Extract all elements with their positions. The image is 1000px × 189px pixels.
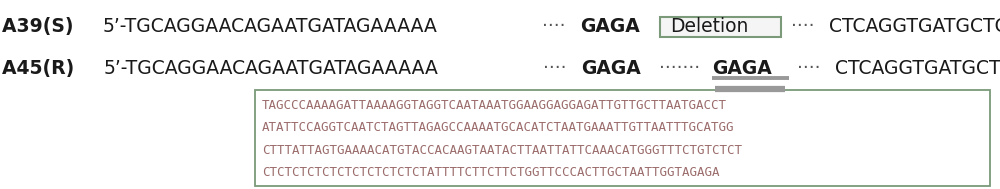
Bar xyxy=(255,90,990,186)
Text: GAGA: GAGA xyxy=(712,60,771,78)
Text: A45(R): A45(R) xyxy=(2,60,81,78)
Text: ····: ···· xyxy=(542,18,566,36)
Text: Deletion: Deletion xyxy=(670,18,748,36)
Text: A39(S): A39(S) xyxy=(2,18,80,36)
Text: GAGA: GAGA xyxy=(582,60,641,78)
Text: GAGA: GAGA xyxy=(581,18,640,36)
Text: ·······: ······· xyxy=(659,60,700,78)
Bar xyxy=(660,17,781,37)
Text: TAGCCCAAAAGATTAAAAGGTAGGTCAATAAATGGAAGGAGGAGATTGTTGCTTAATGACCT: TAGCCCAAAAGATTAAAAGGTAGGTCAATAAATGGAAGGA… xyxy=(262,99,727,112)
Text: CTCTCTCTCTCTCTCTCTCTCTATTTTCTTCTTCTGGTTCCCACTTGCTAATTGGTAGAGA: CTCTCTCTCTCTCTCTCTCTCTATTTTCTTCTTCTGGTTC… xyxy=(262,166,720,179)
Text: 5’-TGCAGGAACAGAATGATAGAAAAA: 5’-TGCAGGAACAGAATGATAGAAAAA xyxy=(104,60,438,78)
Text: CTTTATTAGTGAAAACATGTACCACAAGTAATACTTAATTATTCAAACATGGGTTTCTGTCTCT: CTTTATTAGTGAAAACATGTACCACAAGTAATACTTAATT… xyxy=(262,144,742,157)
Text: ATATTCCAGGTCAATCTAGTTAGAGCCAAAATGCACATCTAATGAAATTGTTAATTTGCATGG: ATATTCCAGGTCAATCTAGTTAGAGCCAAAATGCACATCT… xyxy=(262,122,734,134)
Text: ····: ···· xyxy=(791,18,815,36)
Text: ····: ···· xyxy=(543,60,567,78)
Text: CTCAGGTGATGCTGAGC-3’: CTCAGGTGATGCTGAGC-3’ xyxy=(829,18,1000,36)
Text: 5’-TGCAGGAACAGAATGATAGAAAAA: 5’-TGCAGGAACAGAATGATAGAAAAA xyxy=(103,18,438,36)
Text: CTCAGGTGATGCTGAGC-3’: CTCAGGTGATGCTGAGC-3’ xyxy=(835,60,1000,78)
Text: ····: ···· xyxy=(797,60,820,78)
